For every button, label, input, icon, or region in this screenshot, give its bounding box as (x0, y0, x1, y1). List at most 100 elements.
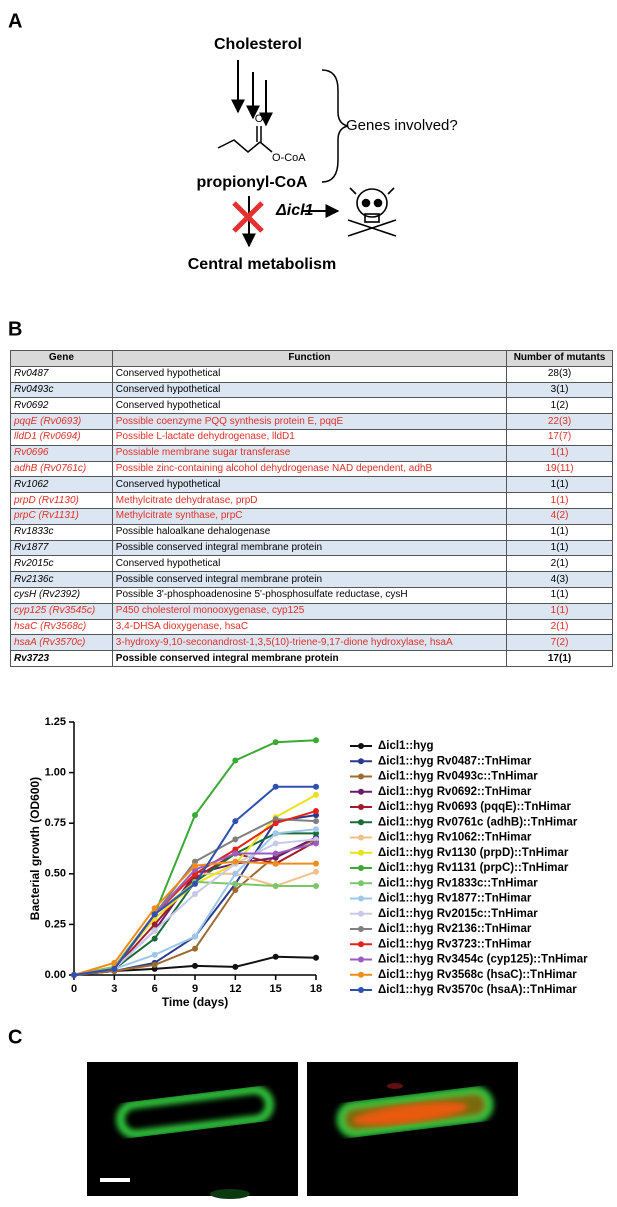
cell-gene: Rv1833c (10, 523, 113, 541)
cell-mutants: 28(3) (506, 365, 613, 383)
cell-mutants: 4(2) (506, 507, 613, 525)
chart: 0.00 0.25 0.50 0.75 1.00 1.25 0 3 6 9 12 15 18 Time (… (28, 716, 588, 1009)
cell-function: Methylcitrate synthase, prpC (111, 507, 508, 525)
data-point (151, 927, 158, 934)
legend-marker (358, 773, 364, 780)
cell-gene: Rv0487 (10, 365, 113, 383)
y-tick-label: 1.00 (45, 767, 66, 779)
legend-marker (358, 804, 364, 810)
table-row: Rv1833c Possible haloalkane dehalogenase 1… (10, 523, 613, 541)
cell-function: Conserved hypothetical (111, 365, 508, 383)
legend-label: Δicl1::hyg Rv1130 (prpD)::TnHimar (378, 847, 569, 859)
data-point (232, 850, 239, 857)
data-point (272, 739, 279, 746)
legend-marker (358, 941, 364, 948)
legend-marker (358, 788, 364, 795)
cell-gene: Rv2015c (10, 555, 113, 573)
cell-function: Conserved hypothetical (111, 555, 508, 573)
legend-label: Δicl1::hyg Rv3570c (hsaA)::TnHimar (378, 984, 577, 996)
legend-marker (358, 987, 364, 993)
y-axis-label: Bacterial growth (OD600) (28, 777, 42, 920)
table-row: Rv2015c Conserved hypothetical 2(1) (10, 555, 613, 573)
data-point (151, 921, 158, 928)
data-point (232, 886, 239, 893)
cell-mutants: 17(1) (506, 650, 613, 667)
legend-label: Δicl1::hyg Rv0487::TnHimar (378, 755, 532, 767)
data-point (313, 840, 319, 847)
data-point (313, 737, 319, 744)
cell-mutants: 1(2) (506, 397, 613, 415)
column-header: Gene (10, 350, 113, 367)
x-tick-label: 18 (310, 983, 322, 995)
series-line (73, 870, 317, 976)
y-tick-label: 0.25 (45, 918, 66, 930)
table-row: Rv2136c Possible conserved integral membr… (10, 571, 613, 588)
cell-gene: Rv0696 (10, 444, 113, 462)
data-point (232, 757, 239, 764)
cell-gene: cysH (Rv2392) (10, 586, 113, 604)
cell-mutants: 1(1) (506, 602, 613, 620)
table-row: prpC (Rv1131) Methylcitrate synthase, prp… (10, 507, 613, 525)
cell-mutants: 4(3) (506, 571, 613, 588)
cell-mutants: 1(1) (506, 444, 613, 462)
panel-label: B (8, 318, 22, 340)
data-point (313, 791, 319, 798)
data-point (272, 830, 279, 837)
cell-mutants: 22(3) (506, 413, 613, 430)
data-point (313, 868, 319, 875)
atom-label: O (255, 113, 264, 125)
data-point (272, 783, 279, 790)
legend-marker (358, 956, 364, 963)
legend-marker (358, 849, 364, 856)
cell-mutants: 3(1) (506, 381, 613, 399)
legend-marker (358, 926, 364, 932)
brace (321, 69, 349, 183)
data-point (313, 783, 319, 790)
legend-label: Δicl1::hyg Rv1062::TnHimar (378, 832, 532, 844)
block-x (232, 201, 264, 233)
data-point (313, 808, 319, 815)
cell-mutants: 2(1) (506, 618, 613, 636)
legend-marker (358, 743, 364, 749)
legend-label: Δicl1::hyg Rv3723::TnHimar (378, 938, 532, 950)
cell-function: 3,4-DHSA dioxygenase, hsaC (111, 618, 508, 636)
table-row: hsaA (Rv3570c) 3-hydroxy-9,10-seconandros… (10, 634, 613, 652)
data-point (151, 905, 158, 912)
cell-mutants: 17(7) (506, 428, 613, 446)
y-tick-label: 0.75 (45, 817, 66, 829)
cell-gene: hsaC (Rv3568c) (10, 618, 113, 636)
data-point (232, 880, 239, 887)
legend-label: Δicl1::hyg Rv0761c (adhB)::TnHimar (378, 816, 578, 828)
y-tick-label: 0.00 (45, 969, 66, 981)
cell-gene: Rv1877 (10, 539, 113, 557)
table-row: Rv0692 Conserved hypothetical 1(2) (10, 397, 613, 415)
cell-function: Possible conserved integral membrane pro… (111, 650, 508, 667)
data-point (192, 945, 198, 952)
cell-mutants: 1(1) (506, 476, 613, 494)
data-point (111, 959, 118, 966)
atom-label: O-CoA (272, 152, 306, 164)
cell-function: Methylcitrate dehydratase, prpD (111, 492, 508, 509)
cell-function: P450 cholesterol monooxygenase, cyp125 (111, 602, 508, 620)
cell-function: Possible conserved integral membrane pro… (111, 571, 508, 588)
cell-function: Possible 3'-phosphoadenosine 5'-phosphos… (111, 586, 508, 604)
series-line (73, 739, 317, 976)
table-header: Gene Function Number of mutants (10, 350, 613, 367)
table-row: lldD1 (Rv0694) Possible L-lactate dehydro… (10, 428, 613, 446)
series-line (73, 828, 317, 976)
cell-gene: Rv0493c (10, 381, 113, 399)
data-point (71, 972, 77, 978)
cell-function: Possible L-lactate dehydrogenase, lldD1 (111, 428, 508, 446)
data-point (232, 836, 239, 843)
micrograph (87, 1062, 298, 1199)
x-axis-label: Time (days) (162, 995, 228, 1009)
x-tick-label: 9 (192, 983, 198, 995)
legend-label: Δicl1::hyg Rv1877::TnHimar (378, 893, 532, 905)
data-point (313, 818, 319, 825)
cell-function: Conserved hypothetical (111, 397, 508, 415)
column-header: Function (111, 350, 508, 367)
data-point (151, 961, 158, 968)
legend-marker (358, 880, 364, 887)
